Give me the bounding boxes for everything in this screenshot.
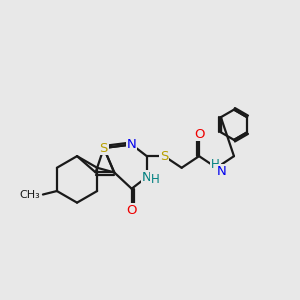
- Text: O: O: [126, 204, 137, 217]
- Text: N: N: [142, 171, 152, 184]
- Text: H: H: [151, 173, 159, 186]
- Text: H: H: [211, 158, 220, 171]
- Text: CH₃: CH₃: [20, 190, 40, 200]
- Text: O: O: [194, 128, 204, 141]
- Text: N: N: [127, 138, 136, 151]
- Text: S: S: [160, 150, 168, 163]
- Text: S: S: [100, 142, 108, 154]
- Text: N: N: [216, 165, 226, 178]
